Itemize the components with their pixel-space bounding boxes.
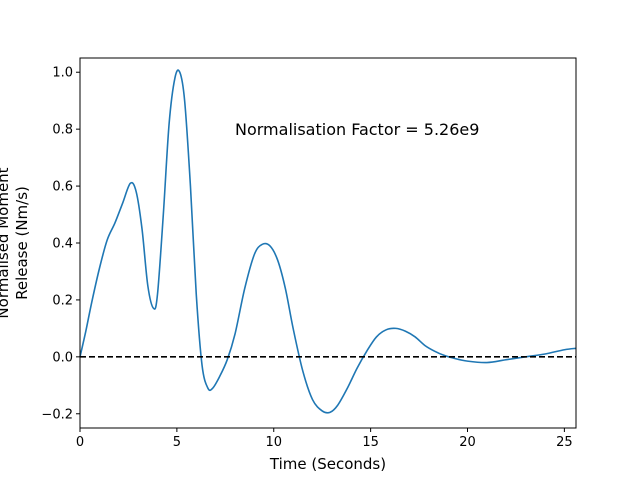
plot-layer	[79, 69, 577, 414]
y-tick-label: −0.2	[41, 407, 73, 422]
plot-area	[80, 58, 576, 428]
x-tick-label: 20	[459, 435, 476, 450]
y-tick-label: 0.4	[52, 237, 73, 252]
x-axis-ticks: 0 5 10 15 20 25	[76, 428, 573, 450]
y-tick-label: 0.0	[52, 350, 73, 365]
x-tick-label: 0	[76, 435, 84, 450]
y-tick-label: 1.0	[52, 66, 73, 81]
x-tick-label: 25	[556, 435, 573, 450]
y-tick-label: 0.6	[52, 180, 73, 195]
y-tick-label: 0.8	[52, 123, 73, 138]
normalisation-annotation: Normalisation Factor = 5.26e9	[235, 120, 479, 139]
x-tick-label: 15	[362, 435, 379, 450]
x-tick-label: 5	[173, 435, 181, 450]
y-axis-label-line1: Normalised Moment	[0, 167, 12, 318]
y-tick-label: 0.2	[52, 293, 73, 308]
y-axis-label-line2: Release (Nm/s)	[13, 186, 31, 300]
y-axis-ticks: −0.2 0.0 0.2 0.4 0.6 0.8 1.0	[41, 66, 80, 422]
series-line-0	[79, 69, 577, 414]
x-axis-label: Time (Seconds)	[269, 455, 386, 473]
x-tick-label: 10	[265, 435, 282, 450]
